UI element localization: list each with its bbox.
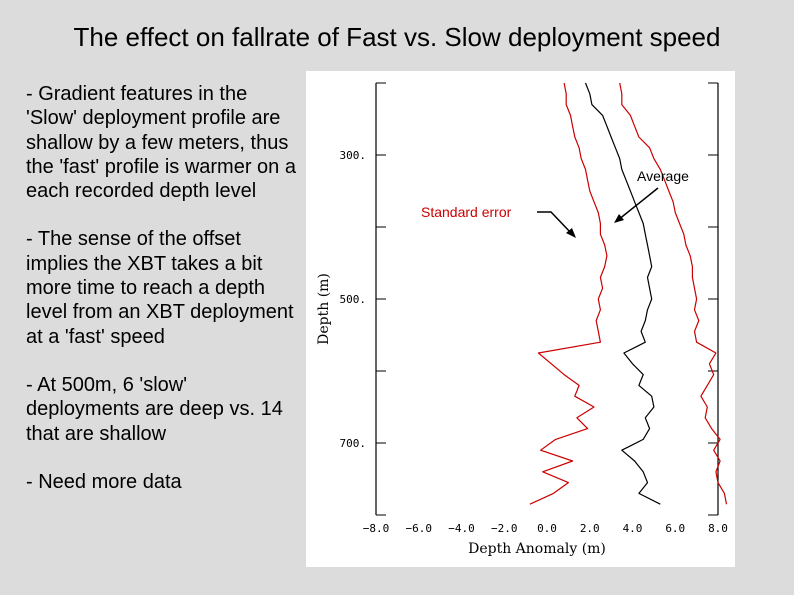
x-tick-label: −6.0 [406,522,433,535]
plot-frame [375,83,719,515]
x-tick-label: 8.0 [708,522,728,535]
x-tick-label: 2.0 [580,522,600,535]
x-tick-label: −8.0 [363,522,390,535]
series-lines [529,82,728,505]
bullet-item: - Gradient features in the 'Slow' deploy… [26,83,296,203]
x-tick-label: 6.0 [665,522,685,535]
bullet-item: - At 500m, 6 'slow' deployments are deep… [26,373,283,445]
x-axis-label: Depth Anomaly (m) [468,541,606,557]
x-tick-label: 0.0 [537,522,557,535]
average-series-line [584,82,661,505]
x-tick-label: −4.0 [448,522,475,535]
standard-error-series-line [619,82,728,505]
annotation-standard-error-arrow [537,211,573,235]
x-tick-label: −2.0 [491,522,518,535]
bullet-list: - Gradient features in the 'Slow' deploy… [26,82,296,518]
bullet-item: - Need more data [26,470,182,493]
x-tick-label: 4.0 [623,522,643,535]
annotations: Average Standard error [421,168,689,238]
depth-anomaly-chart: 300. 500. 700. −8.0 −6.0 −4.0 −2.0 0.0 2.0 4.0 6.0… [316,82,728,557]
y-axis-label: Depth (m) [316,273,332,345]
y-tick-label: 300. [340,149,367,162]
standard-error-series-line [529,82,608,505]
axis-ticks [376,82,718,516]
annotation-average: Average [637,168,689,184]
annotation-average-arrowhead [614,214,624,223]
bullet-item: - The sense of the offset implies the XB… [26,228,294,348]
axis-labels: 300. 500. 700. −8.0 −6.0 −4.0 −2.0 0.0 2.0 4.0 6.0… [316,149,728,557]
y-tick-label: 700. [340,437,367,450]
annotation-average-arrow [617,187,659,221]
chart-panel: 300. 500. 700. −8.0 −6.0 −4.0 −2.0 0.0 2.0 4.0 6.0… [306,71,735,567]
annotation-standard-error-arrowhead [566,228,576,238]
y-tick-label: 500. [340,293,367,306]
slide-title: The effect on fallrate of Fast vs. Slow … [73,22,721,52]
annotation-standard-error: Standard error [421,204,512,220]
